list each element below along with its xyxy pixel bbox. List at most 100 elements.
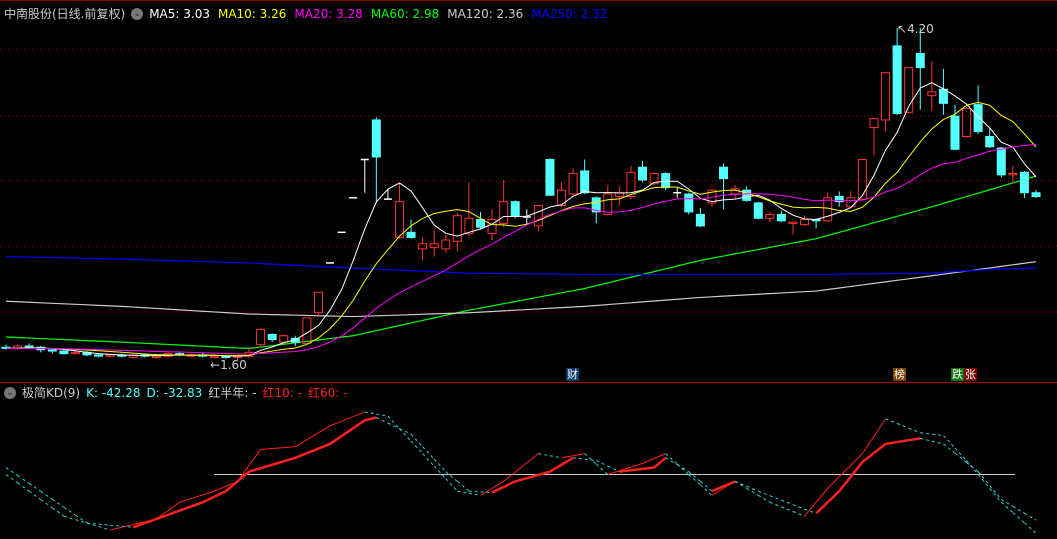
candle[interactable]: [545, 158, 555, 196]
candle[interactable]: [638, 160, 648, 183]
candle-body: [904, 67, 914, 113]
candle[interactable]: [788, 221, 798, 235]
candle-body: [950, 115, 960, 150]
candle[interactable]: [557, 182, 567, 207]
candle[interactable]: [313, 291, 323, 317]
candle[interactable]: [371, 117, 381, 203]
candle[interactable]: [765, 211, 775, 223]
candle[interactable]: [695, 208, 705, 228]
candle[interactable]: [406, 219, 416, 239]
candle[interactable]: [684, 192, 694, 215]
candle[interactable]: [522, 209, 531, 225]
candle[interactable]: [533, 204, 543, 232]
candle[interactable]: [510, 200, 520, 219]
candle[interactable]: [452, 213, 462, 252]
candle[interactable]: [869, 118, 879, 156]
candle[interactable]: [499, 179, 509, 228]
candle[interactable]: [13, 344, 23, 350]
candle[interactable]: [892, 28, 902, 115]
candle[interactable]: [846, 191, 856, 209]
chevron-down-icon[interactable]: ⌄: [131, 7, 144, 20]
candle[interactable]: [673, 187, 682, 198]
candle[interactable]: [267, 333, 277, 343]
candle-body: [973, 104, 983, 132]
candle[interactable]: [985, 127, 995, 149]
candle-body: [429, 243, 439, 249]
candle[interactable]: [394, 182, 404, 239]
k-line-segment: [815, 488, 829, 503]
k-line-segment: [167, 501, 180, 512]
candle[interactable]: [568, 168, 578, 196]
k-line-segment: [630, 462, 643, 468]
candle[interactable]: [117, 353, 127, 358]
candle[interactable]: [418, 237, 428, 261]
candle[interactable]: [962, 107, 972, 138]
d-line-segment: [17, 475, 30, 484]
candle-body: [938, 88, 948, 104]
candle[interactable]: [1031, 190, 1041, 198]
k-line-segment: [283, 446, 296, 449]
candle[interactable]: [649, 172, 659, 186]
candle[interactable]: [973, 85, 983, 134]
candle[interactable]: [800, 215, 810, 226]
candle[interactable]: [256, 328, 266, 348]
candle-body: [313, 291, 323, 314]
limit-down-tag[interactable]: 跌: [951, 368, 964, 381]
candle[interactable]: [626, 165, 636, 200]
d-line-segment: [491, 485, 505, 494]
candle[interactable]: [938, 68, 948, 115]
d-line-segment: [422, 446, 435, 460]
candle-body: [151, 355, 161, 358]
candle-body: [857, 159, 867, 200]
candle[interactable]: [360, 158, 369, 193]
candle[interactable]: [429, 229, 439, 257]
candle[interactable]: [36, 345, 46, 353]
candle[interactable]: [730, 185, 740, 200]
candle-body: [753, 202, 763, 219]
candle[interactable]: [834, 191, 844, 207]
candle[interactable]: [1019, 171, 1029, 198]
candle[interactable]: [857, 159, 867, 201]
candle[interactable]: [753, 201, 763, 220]
candle[interactable]: [823, 192, 833, 223]
candle[interactable]: [904, 67, 914, 114]
candle[interactable]: [47, 348, 57, 354]
candle[interactable]: [1008, 165, 1018, 184]
d-line-segment: [364, 416, 377, 422]
candle[interactable]: [661, 172, 671, 191]
d-line-segment: [167, 509, 181, 516]
candle[interactable]: [927, 61, 937, 111]
candle-body: [695, 213, 705, 227]
candle[interactable]: [487, 209, 497, 240]
candle[interactable]: [776, 210, 786, 223]
candle[interactable]: [59, 349, 69, 355]
candle[interactable]: [881, 72, 891, 132]
candle[interactable]: [475, 211, 485, 230]
d-line-segment: [156, 513, 169, 521]
d-line-segment: [480, 491, 493, 494]
candle[interactable]: [915, 28, 925, 110]
red60-value: 红60: -: [307, 386, 348, 400]
chevron-down-icon[interactable]: ⌄: [4, 386, 16, 399]
candle[interactable]: [591, 196, 601, 224]
ranking-event-tag[interactable]: 榜: [893, 368, 906, 381]
candle[interactable]: [383, 188, 392, 200]
candle[interactable]: [950, 104, 960, 150]
k-line-segment: [1024, 522, 1037, 534]
candle[interactable]: [614, 186, 624, 206]
candle[interactable]: [128, 354, 138, 359]
candle[interactable]: [996, 146, 1006, 178]
candle[interactable]: [1, 344, 11, 350]
candle[interactable]: [441, 234, 451, 253]
candle[interactable]: [464, 182, 474, 237]
d-line-segment: [653, 456, 667, 469]
candle[interactable]: [742, 186, 752, 202]
candle[interactable]: [580, 159, 590, 194]
low-price-value: 1.60: [220, 358, 247, 372]
finance-event-tag[interactable]: 财: [566, 368, 579, 381]
candle[interactable]: [719, 163, 729, 210]
k-line-segment: [295, 439, 308, 448]
red10-value: 红10: -: [262, 386, 302, 400]
limit-up-tag[interactable]: 张: [964, 368, 977, 381]
